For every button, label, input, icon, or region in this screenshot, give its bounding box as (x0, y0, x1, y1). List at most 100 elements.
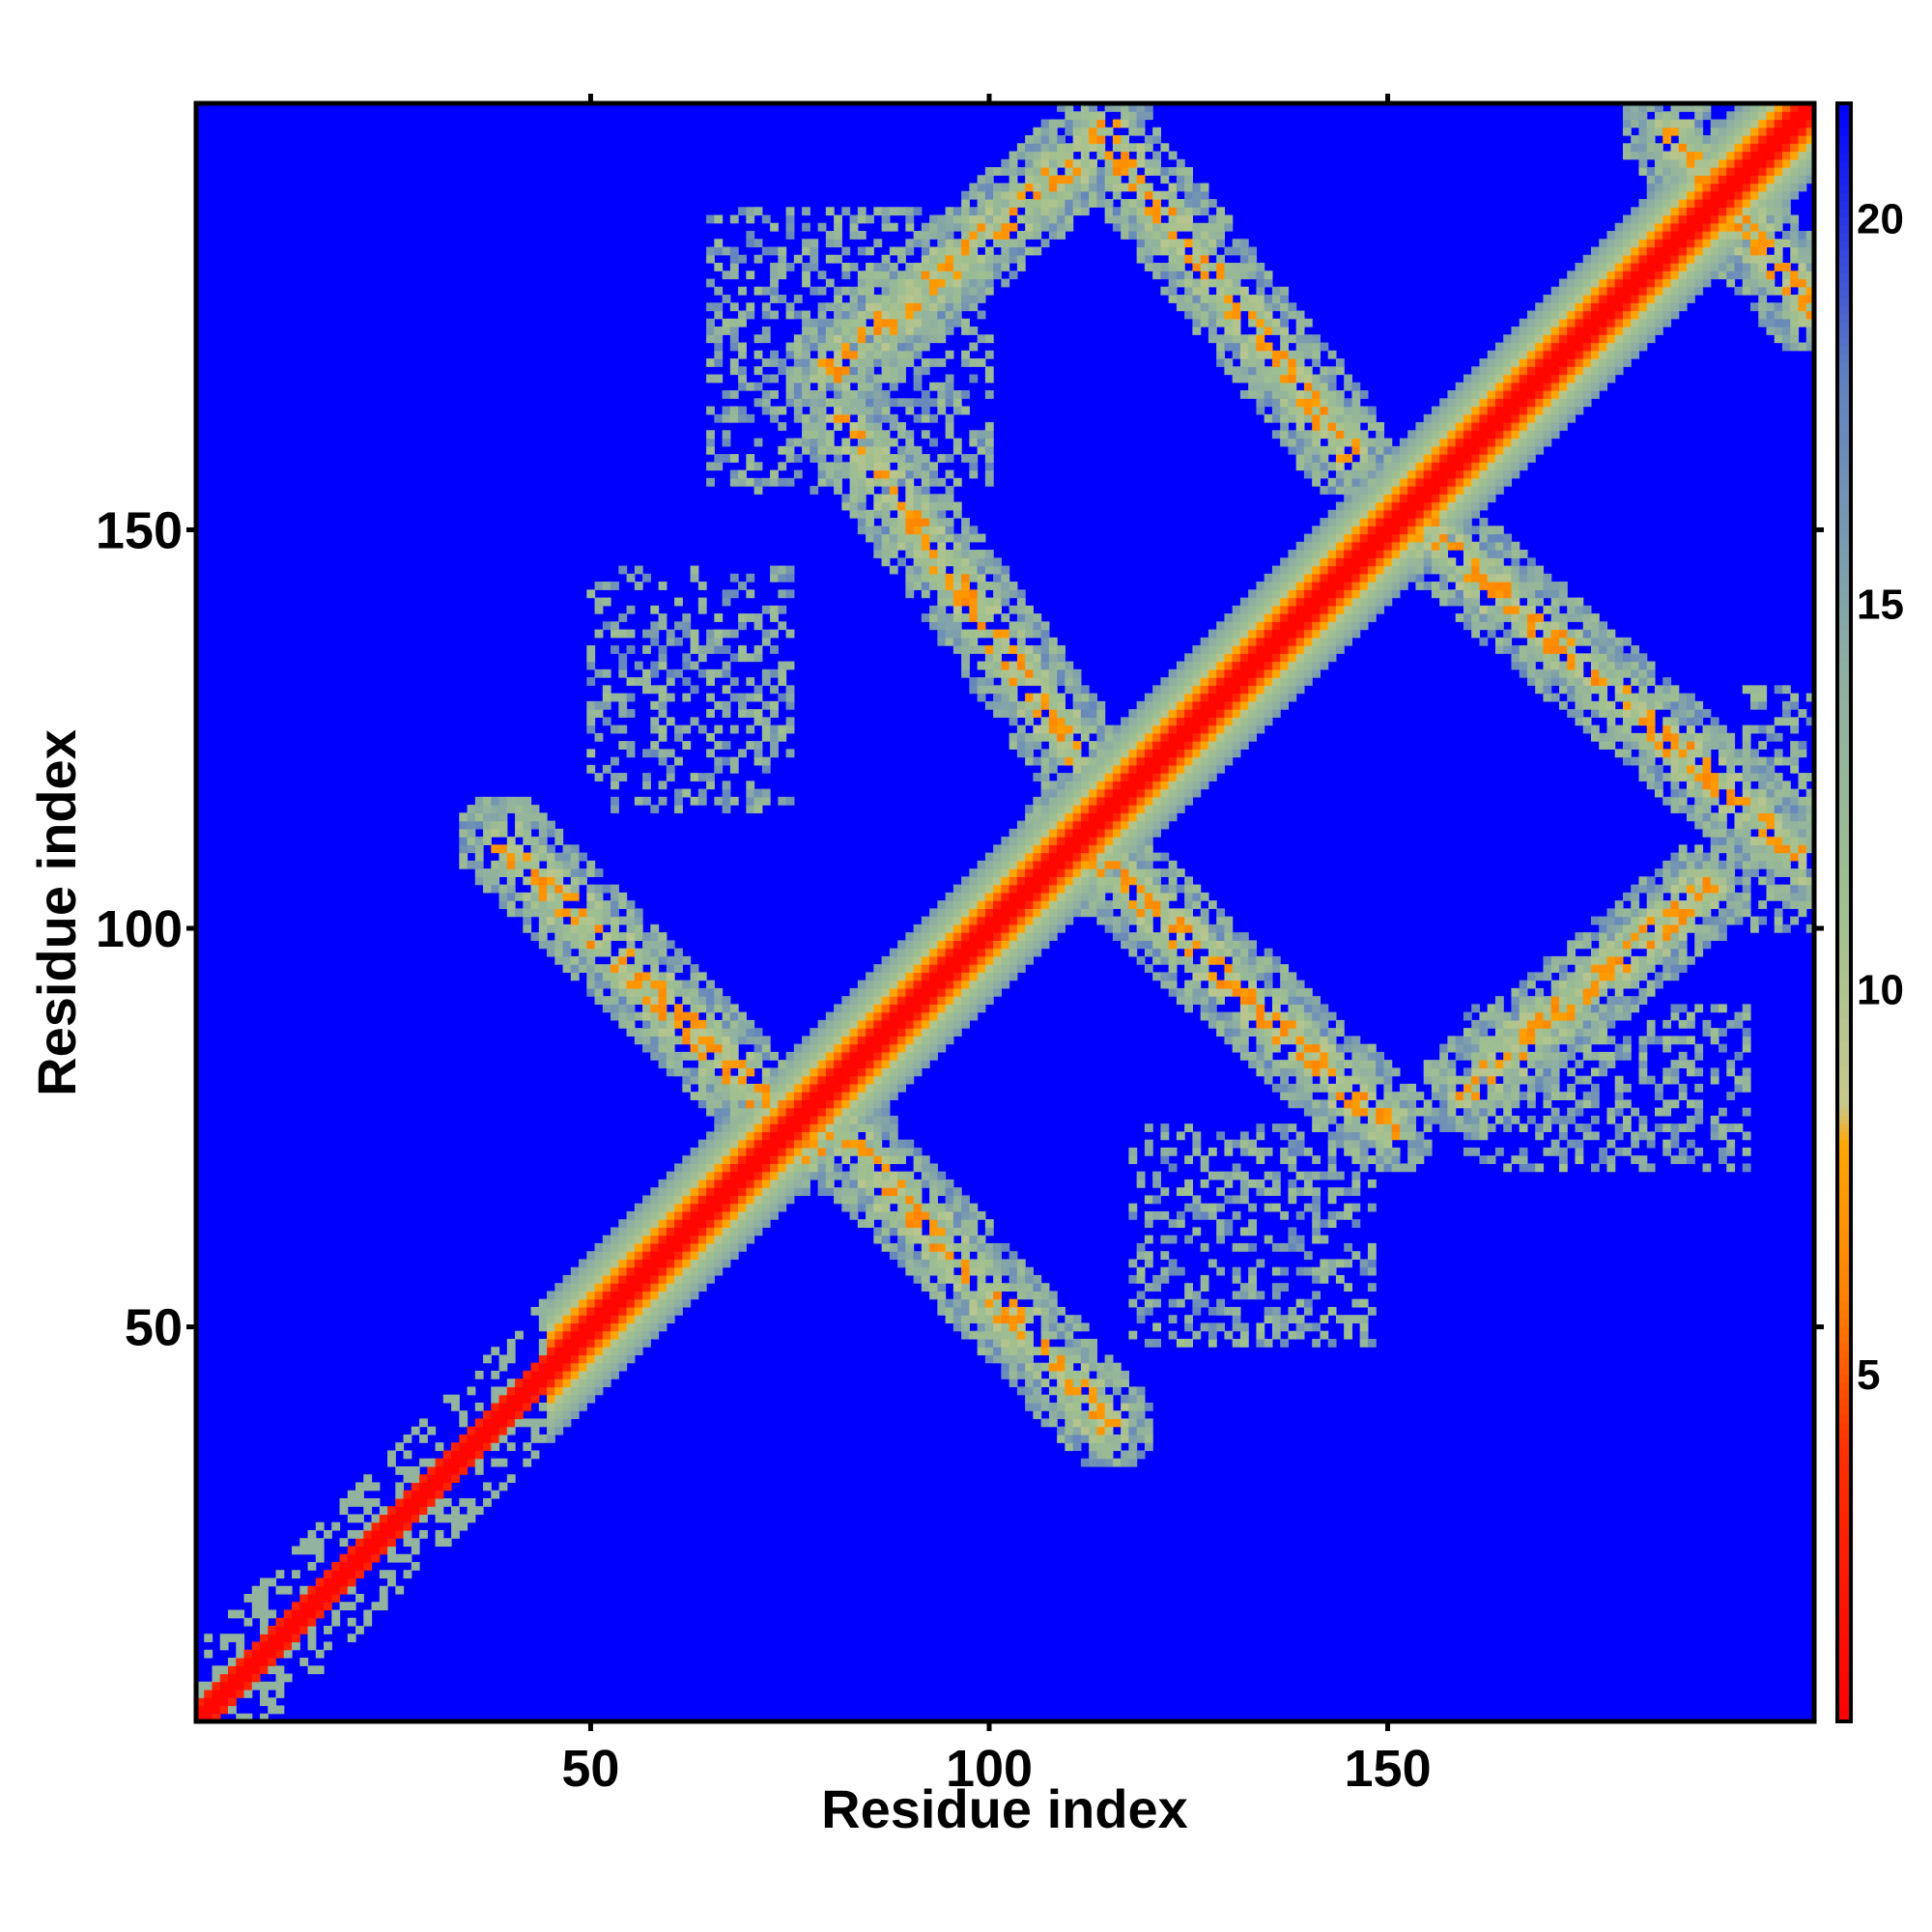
heatmap-cell (611, 964, 619, 973)
heatmap-cell (729, 246, 739, 256)
heatmap-cell (993, 637, 1002, 646)
heatmap-cell (602, 1338, 611, 1348)
heatmap-cell (897, 469, 906, 479)
heatmap-cell (690, 1283, 699, 1293)
heatmap-cell (1160, 741, 1170, 750)
heatmap-cell (650, 964, 660, 973)
heatmap-cell (658, 955, 668, 965)
heatmap-cell (866, 996, 874, 1005)
heatmap-cell (857, 454, 867, 463)
heatmap-cell (746, 1107, 755, 1117)
heatmap-cell (1033, 1386, 1042, 1396)
heatmap-cell (738, 207, 747, 216)
heatmap-cell (961, 987, 970, 997)
heatmap-cell (498, 1410, 508, 1420)
heatmap-cell (498, 852, 508, 862)
heatmap-cell (1176, 796, 1185, 806)
heatmap-cell (961, 565, 970, 575)
heatmap-cell (937, 327, 947, 335)
heatmap-cell (706, 358, 715, 367)
heatmap-cell (1009, 972, 1018, 981)
heatmap-cell (1168, 948, 1178, 957)
heatmap-cell (611, 923, 619, 933)
heatmap-cell (921, 254, 930, 264)
heatmap-cell (674, 964, 683, 973)
heatmap-cell (1072, 1442, 1082, 1452)
heatmap-cell (467, 1497, 476, 1507)
heatmap-cell (1048, 645, 1058, 654)
heatmap-cell (602, 1291, 611, 1300)
heatmap-cell (459, 1514, 469, 1523)
heatmap-cell (969, 987, 979, 997)
heatmap-cell (1072, 158, 1082, 168)
heatmap-cell (530, 876, 540, 886)
heatmap-cell (674, 1298, 683, 1308)
heatmap-cell (810, 239, 819, 248)
heatmap-cell (889, 565, 898, 575)
heatmap-cell (1136, 868, 1146, 877)
heatmap-cell (977, 1004, 986, 1013)
heatmap-cell (1152, 940, 1161, 950)
heatmap-cell (658, 700, 668, 710)
heatmap-cell (921, 1251, 930, 1261)
heatmap-cell (1160, 1251, 1170, 1261)
heatmap-cell (929, 246, 938, 256)
heatmap-cell (722, 1139, 731, 1149)
heatmap-cell (961, 972, 970, 981)
heatmap-cell (491, 828, 500, 838)
heatmap-cell (810, 454, 819, 463)
heatmap-cell (1136, 207, 1146, 216)
heatmap-cell (785, 717, 795, 726)
heatmap-cell (1016, 613, 1026, 622)
heatmap-cell (913, 923, 923, 933)
heatmap-cell (586, 955, 596, 965)
heatmap-cell (706, 374, 715, 384)
heatmap-cell (467, 1442, 476, 1452)
heatmap-cell (1057, 1370, 1065, 1379)
heatmap-cell (866, 1195, 874, 1205)
heatmap-cell (562, 1362, 572, 1372)
heatmap-cell (746, 1123, 755, 1133)
heatmap-cell (993, 270, 1002, 280)
heatmap-cell (834, 334, 842, 344)
heatmap-cell (834, 477, 842, 487)
heatmap-cell (268, 1649, 277, 1659)
heatmap-cell (1057, 190, 1065, 200)
heatmap-cell (913, 972, 923, 981)
heatmap-cell (913, 310, 923, 320)
heatmap-cell (984, 183, 994, 192)
heatmap-cell (993, 1259, 1002, 1268)
heatmap-cell (793, 1163, 803, 1173)
heatmap-cell (1048, 805, 1058, 813)
heatmap-cell (283, 1641, 293, 1651)
heatmap-cell (761, 327, 771, 335)
heatmap-cell (714, 1210, 724, 1220)
heatmap-cell (841, 1115, 851, 1124)
heatmap-cell (1089, 828, 1097, 838)
heatmap-cell (1065, 724, 1074, 734)
heatmap-cell (849, 1203, 859, 1212)
heatmap-cell (1152, 717, 1161, 726)
heatmap-cell (1065, 884, 1074, 894)
heatmap-cell (642, 1298, 651, 1308)
heatmap-cell (1160, 143, 1170, 153)
heatmap-cell (1144, 741, 1153, 750)
heatmap-cell (1016, 700, 1026, 710)
heatmap-cell (1128, 1458, 1138, 1467)
heatmap-cell (825, 207, 835, 216)
heatmap-cell (778, 246, 787, 256)
heatmap-cell (849, 1004, 859, 1013)
heatmap-cell (260, 1641, 269, 1651)
heatmap-cell (586, 1298, 596, 1308)
heatmap-cell (299, 1609, 309, 1619)
heatmap-cell (697, 996, 707, 1005)
heatmap-cell (778, 366, 787, 376)
heatmap-cell (729, 1131, 739, 1141)
heatmap-cell (530, 1394, 540, 1404)
heatmap-cell (793, 358, 803, 367)
heatmap-cell (905, 541, 915, 551)
heatmap-cell (1121, 940, 1129, 950)
heatmap-cell (984, 254, 994, 264)
heatmap-cell (1016, 199, 1026, 208)
heatmap-cell (929, 1187, 938, 1197)
